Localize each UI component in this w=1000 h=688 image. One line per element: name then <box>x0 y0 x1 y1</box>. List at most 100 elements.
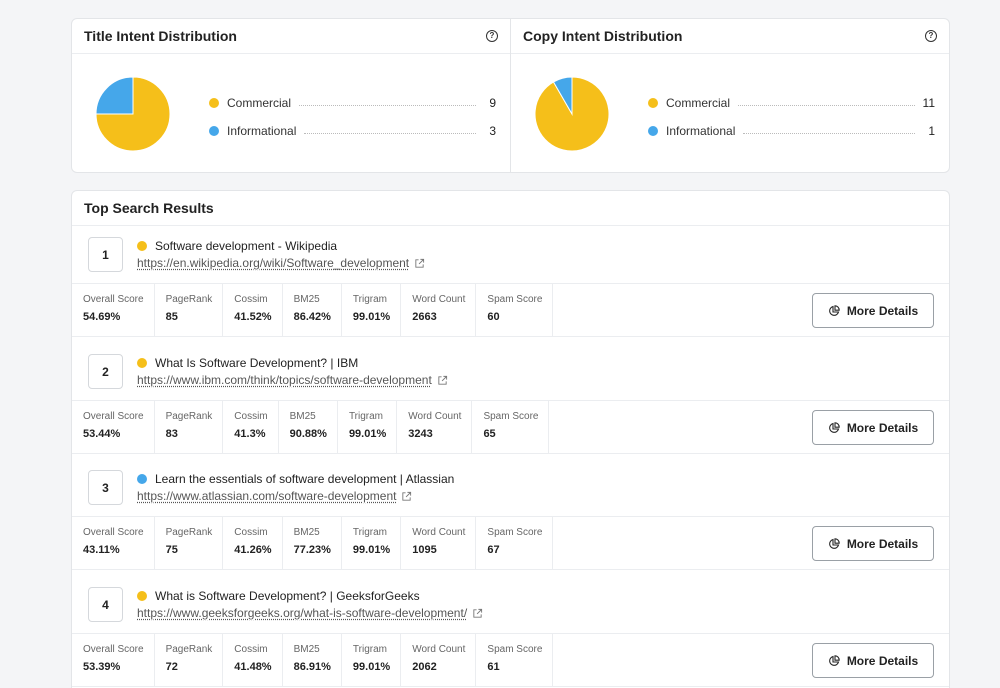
metric-word-count: Word Count 2062 <box>401 634 476 686</box>
metric-label: Overall Score <box>83 411 144 422</box>
metric-trigram: Trigram 99.01% <box>338 401 397 453</box>
leader-line <box>738 97 915 106</box>
pie-chart-icon <box>828 538 840 550</box>
metric-value: 41.52% <box>234 311 271 323</box>
legend-row-commercial: Commercial 9 <box>209 89 496 117</box>
metric-label: BM25 <box>294 527 331 538</box>
external-link-icon[interactable] <box>437 375 448 386</box>
result-summary: 2 What Is Software Development? | IBM ht… <box>72 343 949 401</box>
metric-label: Trigram <box>353 527 390 538</box>
metric-trigram: Trigram 99.01% <box>342 634 401 686</box>
metric-label: BM25 <box>294 294 331 305</box>
external-link-icon[interactable] <box>414 258 425 269</box>
metric-value: 41.3% <box>234 428 267 440</box>
metric-cossim: Cossim 41.52% <box>223 284 282 336</box>
metric-value: 99.01% <box>349 428 386 440</box>
metric-bm25: BM25 90.88% <box>279 401 338 453</box>
result-url-link[interactable]: https://www.ibm.com/think/topics/softwar… <box>137 373 432 387</box>
copy-intent-heading: Copy Intent Distribution <box>523 28 682 44</box>
external-link-icon[interactable] <box>401 491 412 502</box>
metric-value: 83 <box>166 428 213 440</box>
metric-label: Trigram <box>349 411 386 422</box>
external-link-icon[interactable] <box>472 608 483 619</box>
metric-label: Word Count <box>412 527 465 538</box>
result-url-link[interactable]: https://www.geeksforgeeks.org/what-is-so… <box>137 606 467 620</box>
metric-spam-score: Spam Score 65 <box>472 401 549 453</box>
results-header: Top Search Results <box>72 191 949 226</box>
metric-value: 75 <box>166 544 213 556</box>
metric-label: PageRank <box>166 644 213 655</box>
metric-overall-score: Overall Score 53.39% <box>72 634 155 686</box>
metric-label: BM25 <box>294 644 331 655</box>
result-metrics: Overall Score 53.44% PageRank 83 Cossim 41.3%… <box>72 401 949 453</box>
metric-trigram: Trigram 99.01% <box>342 284 401 336</box>
metric-spam-score: Spam Score 67 <box>476 517 553 569</box>
metric-bm25: BM25 86.91% <box>283 634 342 686</box>
legend-row-commercial: Commercial 11 <box>648 89 935 117</box>
metric-value: 61 <box>487 661 542 673</box>
metric-value: 85 <box>166 311 213 323</box>
metric-pagerank: PageRank 85 <box>155 284 224 336</box>
legend-row-informational: Informational 3 <box>209 117 496 145</box>
metric-value: 3243 <box>408 428 461 440</box>
more-details-label: More Details <box>847 421 918 435</box>
leader-line <box>304 125 476 134</box>
title-intent-card: Title Intent Distribution ? Commercial 9… <box>71 18 511 173</box>
more-details-button[interactable]: More Details <box>812 643 934 678</box>
metric-value: 41.26% <box>234 544 271 556</box>
more-details-button[interactable]: More Details <box>812 410 934 445</box>
result-url-row: https://www.geeksforgeeks.org/what-is-so… <box>137 606 483 620</box>
result-url-link[interactable]: https://www.atlassian.com/software-devel… <box>137 489 396 503</box>
metric-label: PageRank <box>166 411 213 422</box>
metric-label: Spam Score <box>483 411 538 422</box>
question-circle-icon[interactable]: ? <box>486 30 498 42</box>
copy-intent-header: Copy Intent Distribution ? <box>511 19 949 54</box>
metric-cossim: Cossim 41.48% <box>223 634 282 686</box>
result-url-row: https://www.atlassian.com/software-devel… <box>137 489 412 503</box>
metric-label: Cossim <box>234 294 271 305</box>
result-title: What is Software Development? | Geeksfor… <box>155 589 420 603</box>
pie-chart-icon <box>828 655 840 667</box>
legend-count: 11 <box>923 96 935 110</box>
more-details-button[interactable]: More Details <box>812 293 934 328</box>
intent-dot-icon <box>137 474 147 484</box>
result-item: 1 Software development - Wikipedia https… <box>72 226 949 337</box>
result-title: Software development - Wikipedia <box>155 239 337 253</box>
metric-overall-score: Overall Score 54.69% <box>72 284 155 336</box>
leader-line <box>299 97 476 106</box>
more-details-button[interactable]: More Details <box>812 526 934 561</box>
result-title-row: Learn the essentials of software develop… <box>137 472 454 486</box>
top-search-results-card: Top Search Results 1 Software developmen… <box>71 190 950 688</box>
more-details-label: More Details <box>847 654 918 668</box>
copy-intent-legend: Commercial 11 Informational 1 <box>648 89 935 145</box>
metric-value: 90.88% <box>290 428 327 440</box>
metric-value: 86.42% <box>294 311 331 323</box>
metric-value: 43.11% <box>83 544 144 556</box>
metric-word-count: Word Count 1095 <box>401 517 476 569</box>
legend-count: 9 <box>484 96 496 110</box>
results-heading: Top Search Results <box>84 200 214 216</box>
metric-label: Spam Score <box>487 527 542 538</box>
legend-label: Commercial <box>227 96 291 110</box>
metric-value: 65 <box>483 428 538 440</box>
legend-label: Informational <box>666 124 735 138</box>
more-details-label: More Details <box>847 537 918 551</box>
metric-label: Overall Score <box>83 294 144 305</box>
metric-word-count: Word Count 2663 <box>401 284 476 336</box>
question-circle-icon[interactable]: ? <box>925 30 937 42</box>
metric-value: 53.39% <box>83 661 144 673</box>
copy-intent-card: Copy Intent Distribution ? Commercial 11… <box>510 18 950 173</box>
metric-label: Trigram <box>353 644 390 655</box>
metric-label: Spam Score <box>487 294 542 305</box>
legend-label: Informational <box>227 124 296 138</box>
result-url-link[interactable]: https://en.wikipedia.org/wiki/Software_d… <box>137 256 409 270</box>
informational-dot-icon <box>209 126 219 136</box>
metric-pagerank: PageRank 72 <box>155 634 224 686</box>
more-details-label: More Details <box>847 304 918 318</box>
metric-value: 54.69% <box>83 311 144 323</box>
result-url-row: https://www.ibm.com/think/topics/softwar… <box>137 373 448 387</box>
metric-value: 72 <box>166 661 213 673</box>
metric-trigram: Trigram 99.01% <box>342 517 401 569</box>
legend-label: Commercial <box>666 96 730 110</box>
metric-label: Word Count <box>412 644 465 655</box>
